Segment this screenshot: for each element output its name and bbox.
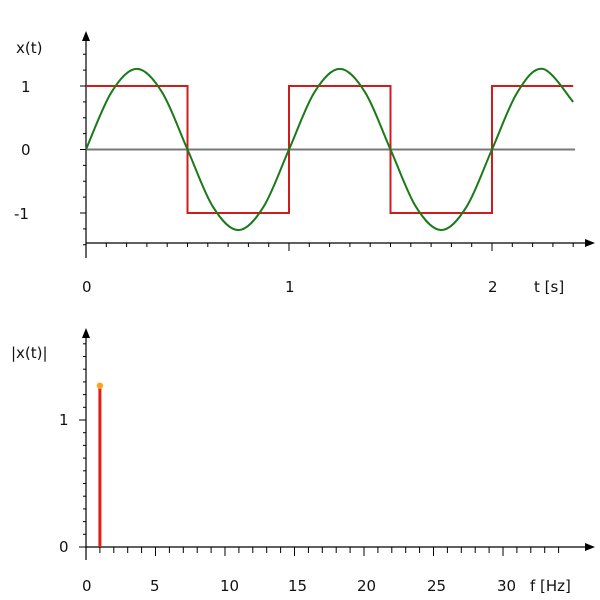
sine-wave-line	[85, 67, 574, 232]
freq-xtick-10: 10	[220, 577, 239, 595]
freq-xtick-0: 0	[82, 577, 92, 595]
time-xtick-2: 2	[488, 278, 498, 296]
time-ytick-1: 1	[21, 78, 31, 96]
time-xtick-0: 0	[82, 278, 92, 296]
spectrum-bars	[96, 382, 104, 547]
time-minor-ticks	[80, 53, 574, 251]
spectrum-peak-marker	[96, 382, 104, 389]
time-ytick-neg1: -1	[14, 205, 29, 223]
freq-ytick-1: 1	[59, 411, 69, 429]
freq-xtick-15: 15	[288, 577, 307, 595]
time-ytick-0: 0	[21, 141, 31, 159]
freq-xtick-20: 20	[357, 577, 376, 595]
freq-ytick-0: 0	[59, 538, 69, 556]
time-ylabel: x(t)	[16, 39, 42, 57]
freq-xtick-30: 30	[497, 577, 516, 595]
freq-xtick-5: 5	[150, 577, 160, 595]
frequency-ylabel: |x(t)|	[11, 344, 48, 362]
time-domain-panel: 1 0 -1 0 1 2 x(t) t [s]	[14, 31, 595, 296]
frequency-domain-panel: 1 0 0 5 10 15 20 25 30 |x(t)| f [Hz]	[11, 328, 595, 595]
time-y-axis-arrow	[82, 31, 90, 41]
frequency-xlabel: f [Hz]	[530, 577, 571, 595]
time-xlabel: t [s]	[534, 278, 564, 296]
freq-xtick-25: 25	[427, 577, 446, 595]
frequency-x-axis-arrow	[585, 543, 595, 551]
time-x-axis-arrow	[585, 239, 595, 247]
time-xtick-1: 1	[285, 278, 295, 296]
frequency-minor-ticks	[79, 343, 560, 556]
frequency-y-axis-arrow	[82, 328, 90, 338]
